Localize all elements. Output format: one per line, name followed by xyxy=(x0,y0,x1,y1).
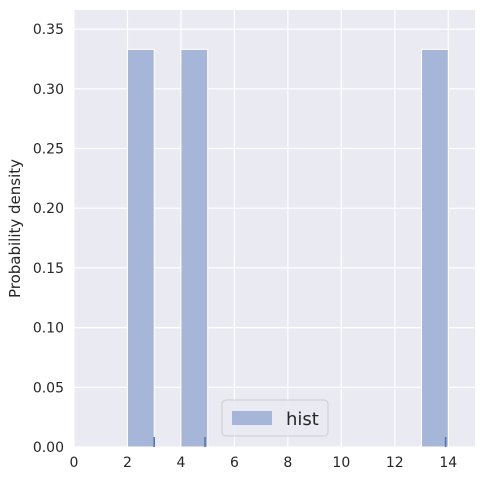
y-tick-label: 0.25 xyxy=(33,142,64,158)
x-tick-label: 0 xyxy=(70,455,79,471)
legend-box xyxy=(221,399,329,437)
y-tick-label: 0.35 xyxy=(33,22,64,38)
y-tick-label: 0.00 xyxy=(33,440,64,456)
legend: hist xyxy=(221,399,329,437)
x-tick-label: 10 xyxy=(332,455,350,471)
x-tick-label: 8 xyxy=(283,455,292,471)
y-tick-label: 0.20 xyxy=(33,201,64,217)
rug-marks xyxy=(153,437,447,447)
y-tick-label: 0.15 xyxy=(33,261,64,277)
x-tick-label: 12 xyxy=(386,455,404,471)
y-tick-label: 0.05 xyxy=(33,380,64,396)
y-tick-labels: 0.00 0.05 0.10 0.15 0.20 0.25 0.30 0.35 xyxy=(33,22,64,456)
y-axis-label: Probability density xyxy=(6,159,24,298)
x-tick-labels: 0 2 4 6 8 10 12 14 xyxy=(70,455,458,471)
x-tick-label: 6 xyxy=(230,455,239,471)
y-tick-label: 0.10 xyxy=(33,321,64,337)
histogram-bars xyxy=(126,48,449,448)
legend-label-hist: hist xyxy=(286,409,319,430)
histogram-bar xyxy=(126,48,155,448)
histogram-bar xyxy=(180,48,209,448)
x-tick-label: 4 xyxy=(176,455,185,471)
x-tick-label: 2 xyxy=(123,455,132,471)
x-tick-label: 14 xyxy=(439,455,457,471)
histogram-bar xyxy=(421,48,449,448)
legend-swatch-hist xyxy=(232,411,272,425)
y-tick-label: 0.30 xyxy=(33,82,64,98)
